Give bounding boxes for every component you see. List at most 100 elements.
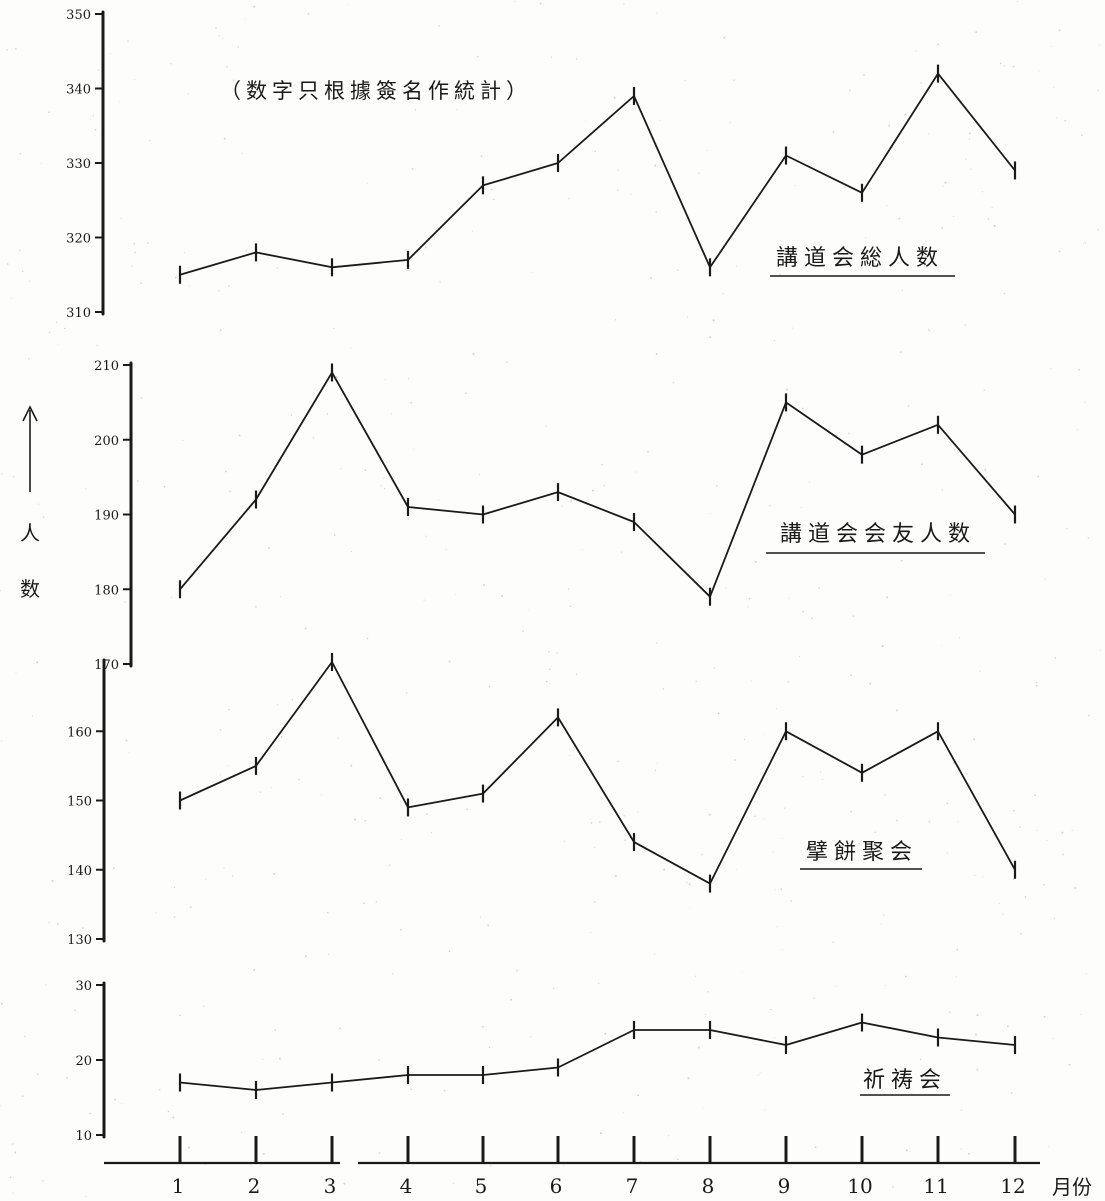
paper-grain-dot (594, 150, 597, 152)
paper-grain-dot (865, 237, 867, 239)
paper-grain-dot (982, 803, 985, 805)
paper-grain-dot (262, 1152, 265, 1155)
paper-grain-dot (425, 535, 427, 537)
x-tick-label: 10 (847, 1174, 872, 1198)
paper-grain-dot (928, 329, 931, 332)
paper-grain-dot (550, 56, 553, 58)
paper-grain-dot (640, 1161, 642, 1163)
paper-grain-dot (42, 1180, 44, 1182)
paper-grain-dot (140, 282, 143, 285)
y-tick-label: 20 (75, 1054, 92, 1069)
paper-grain-dot (140, 397, 143, 399)
paper-grain-dot (167, 1110, 170, 1113)
paper-grain-dot (120, 217, 122, 220)
paper-grain-dot (907, 405, 910, 407)
paper-grain-dot (748, 597, 751, 600)
paper-grain-dot (599, 821, 601, 823)
paper-grain-dot (662, 688, 665, 690)
paper-grain-dot (259, 791, 262, 793)
paper-grain-dot (772, 851, 774, 853)
paper-grain-dot (821, 778, 823, 781)
paper-grain-dot (919, 1058, 922, 1061)
paper-grain-dot (231, 875, 234, 877)
paper-grain-dot (539, 2, 542, 5)
paper-grain-dot (1003, 65, 1006, 67)
paper-grain-dot (487, 924, 490, 927)
x-tick-label: 11 (923, 1174, 948, 1198)
paper-grain-dot (1080, 1013, 1082, 1015)
paper-grain-dot (601, 464, 603, 466)
paper-grain-dot (545, 680, 548, 683)
paper-grain-dot (163, 485, 166, 488)
paper-grain-dot (624, 839, 627, 841)
paper-grain-dot (7, 263, 9, 265)
paper-grain-dot (955, 976, 957, 978)
x-axis-title: 月份 (1052, 1175, 1092, 1199)
paper-grain-dot (223, 137, 226, 140)
paper-grain-dot (886, 596, 888, 599)
paper-grain-dot (1038, 70, 1040, 72)
paper-grain-dot (636, 471, 638, 473)
paper-grain-dot (38, 503, 40, 505)
paper-grain-dot (974, 874, 976, 876)
paper-grain-dot (490, 1165, 492, 1167)
paper-grain-dot (575, 673, 578, 676)
paper-grain-dot (471, 230, 473, 232)
paper-grain-dot (244, 18, 246, 20)
paper-grain-dot (800, 507, 802, 509)
paper-grain-dot (439, 281, 441, 283)
paper-grain-dot (928, 133, 930, 135)
paper-grain-dot (941, 645, 943, 647)
paper-grain-dot (304, 955, 307, 958)
paper-grain-dot (253, 969, 256, 971)
paper-grain-dot (899, 351, 902, 353)
paper-grain-dot (630, 193, 632, 195)
paper-grain-dot (82, 927, 85, 930)
paper-grain-dot (733, 548, 735, 550)
y-tick-label: 10 (75, 1129, 92, 1144)
paper-grain-dot (51, 879, 54, 882)
paper-grain-dot (1002, 1030, 1004, 1032)
paper-grain-dot (781, 837, 783, 839)
paper-grain-dot (400, 839, 402, 841)
paper-grain-dot (759, 1072, 761, 1073)
paper-grain-dot (770, 1008, 772, 1011)
paper-grain-dot (173, 916, 176, 918)
paper-grain-dot (410, 401, 413, 404)
paper-grain-dot (952, 215, 954, 217)
paper-grain-dot (245, 250, 247, 252)
paper-grain-dot (1099, 649, 1101, 651)
paper-grain-dot (874, 831, 877, 833)
paper-grain-dot (1078, 368, 1080, 371)
paper-grain-dot (364, 819, 367, 822)
paper-grain-dot (687, 1077, 690, 1080)
paper-grain-dot (896, 709, 898, 712)
paper-grain-dot (802, 610, 804, 613)
series-label: 講道会会友人数 (780, 522, 976, 547)
paper-grain-dot (56, 321, 58, 323)
paper-grain-dot (174, 276, 177, 279)
x-tick-label: 2 (248, 1174, 261, 1198)
paper-grain-dot (48, 921, 50, 924)
paper-grain-dot (121, 1103, 123, 1105)
paper-grain-dot (656, 762, 658, 764)
paper-grain-dot (454, 94, 456, 96)
paper-grain-dot (687, 316, 689, 318)
paper-grain-dot (769, 505, 771, 507)
annotation-note: （数字只根據簽名作統計） (220, 79, 532, 103)
paper-grain-dot (350, 347, 352, 349)
paper-grain-dot (832, 941, 834, 944)
paper-grain-dot (832, 131, 835, 133)
chart-marks (178, 64, 1017, 1099)
paper-grain-dot (598, 982, 600, 985)
paper-grain-dot (1019, 826, 1021, 828)
paper-grain-dot (1043, 884, 1045, 886)
paper-grain-dot (327, 911, 329, 914)
paper-grain-dot (729, 122, 731, 124)
paper-grain-dot (617, 169, 619, 171)
paper-grain-dot (1006, 1025, 1009, 1028)
paper-grain-dot (1062, 853, 1064, 856)
paper-grain-dot (528, 609, 530, 611)
paper-grain-dot (613, 96, 616, 99)
paper-grain-dot (364, 469, 367, 471)
